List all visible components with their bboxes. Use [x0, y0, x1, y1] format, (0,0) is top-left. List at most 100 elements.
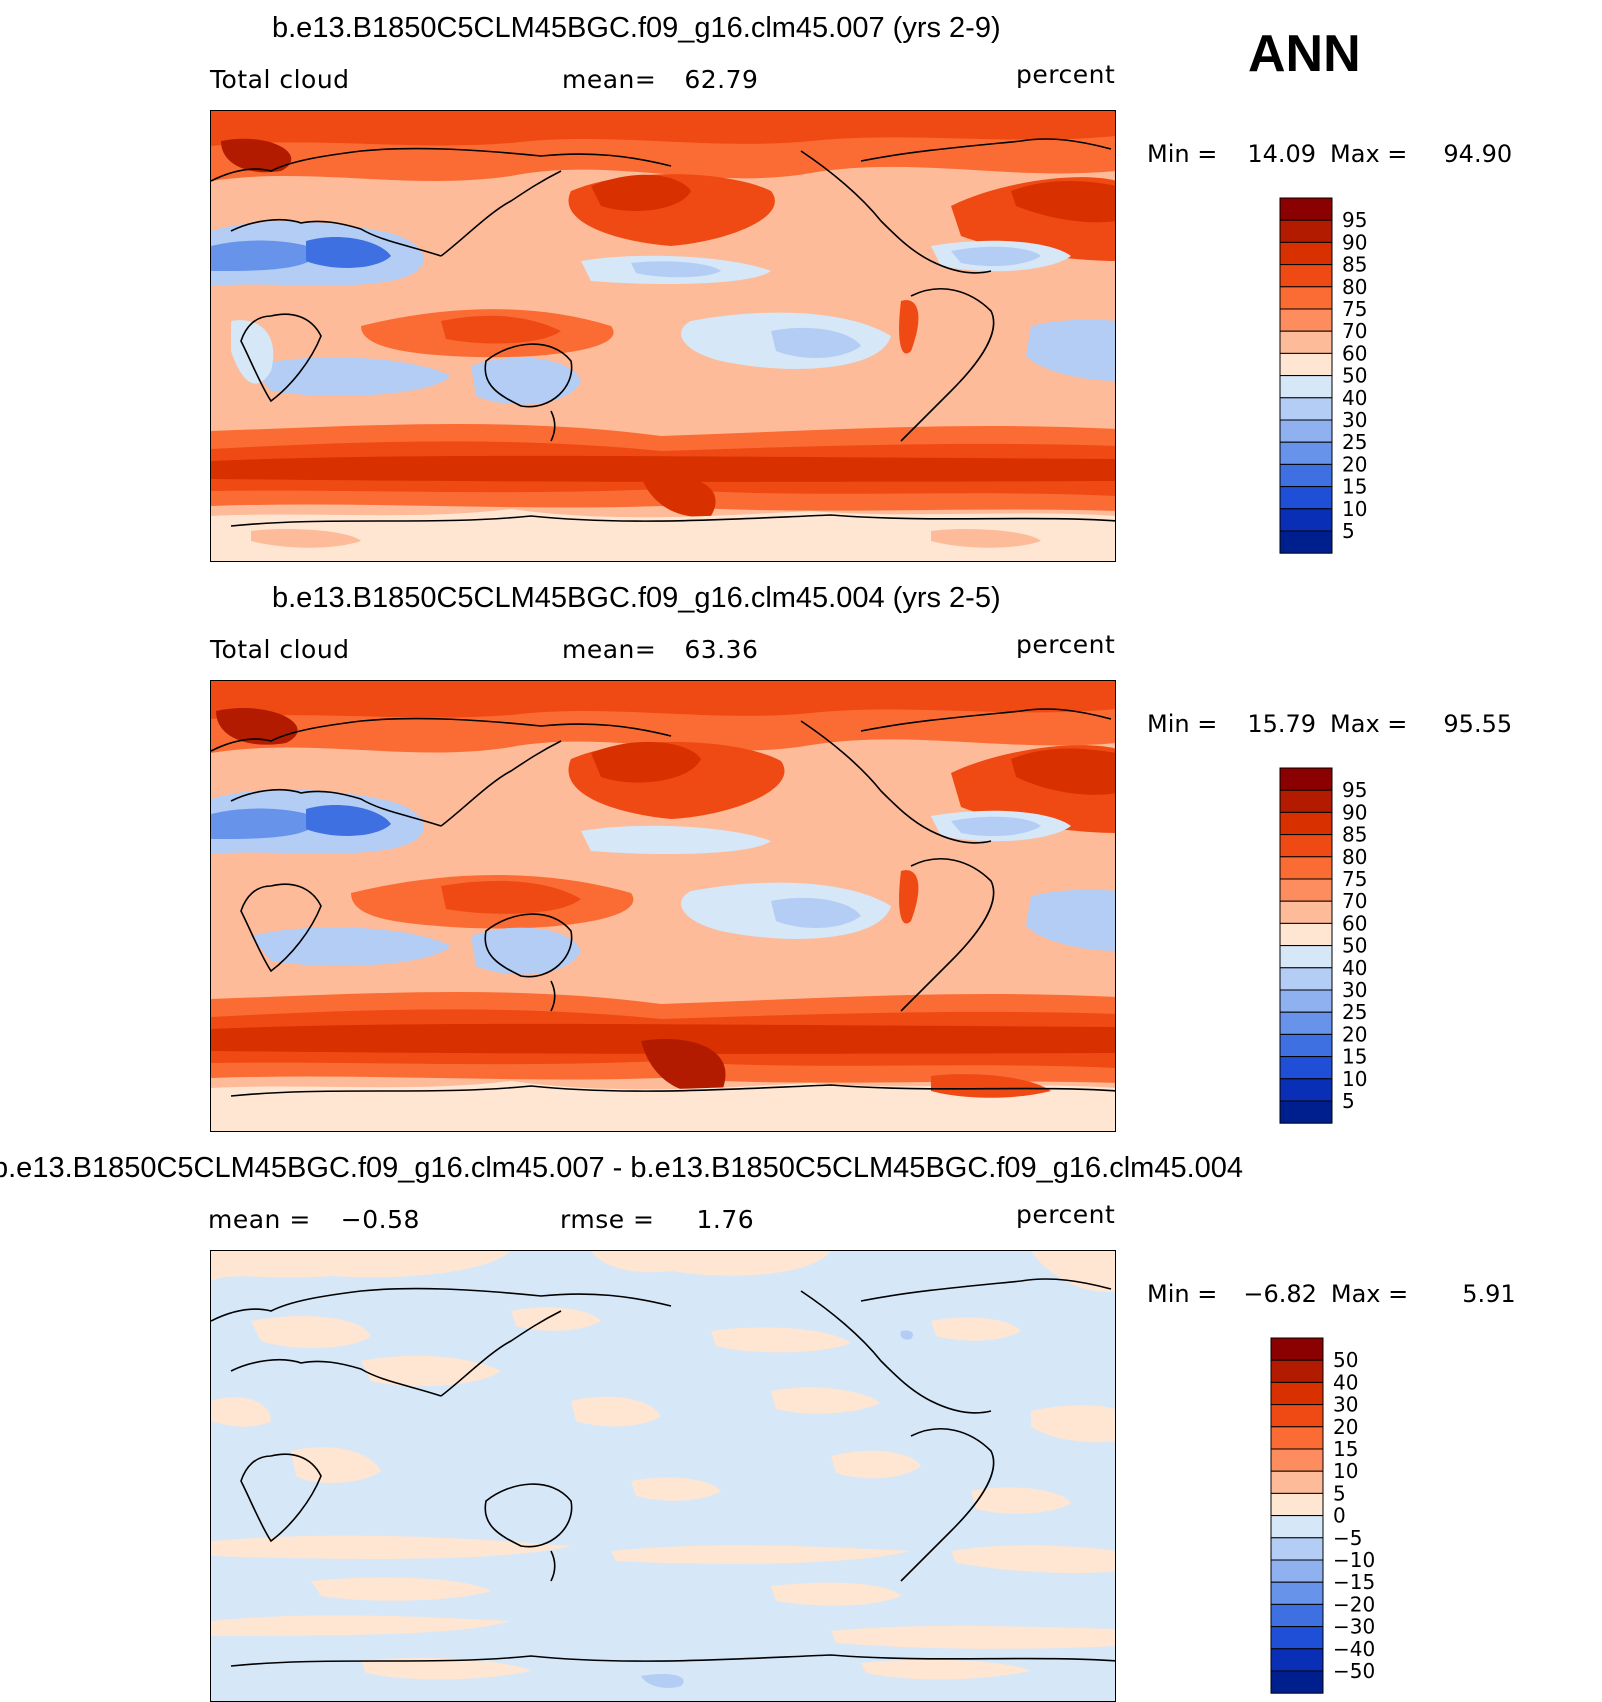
colorbar-swatch — [1279, 967, 1333, 991]
colorbar-swatch — [1270, 1626, 1324, 1650]
panel-1-min-value: 14.09 — [1247, 140, 1317, 168]
panel-2-minmax: Min = 15.79 Max = 95.55 — [1147, 710, 1513, 738]
colorbar-label: 40 — [1342, 956, 1367, 980]
colorbar-label: −15 — [1333, 1570, 1375, 1594]
panel-1-mean-value: 62.79 — [684, 65, 759, 94]
panel-3-map — [210, 1250, 1116, 1702]
colorbar-swatch — [1279, 900, 1333, 924]
colorbar-label: −30 — [1333, 1615, 1375, 1639]
colorbar-label: 15 — [1333, 1437, 1358, 1461]
season-label: ANN — [1248, 25, 1361, 83]
colorbar-label: 60 — [1342, 341, 1367, 365]
colorbar-label: 70 — [1342, 889, 1367, 913]
colorbar-swatch — [1279, 419, 1333, 443]
colorbar-swatch — [1279, 197, 1333, 221]
colorbar-swatch — [1270, 1559, 1324, 1583]
colorbar-swatch — [1279, 330, 1333, 354]
colorbar-label: 15 — [1342, 1045, 1367, 1069]
panel-3-colorbar: 50 40 30 20 15 10 5 0 −5 −10 −15 −20 −30 −40 −50 — [1270, 1337, 1421, 1695]
colorbar-label: 50 — [1342, 934, 1367, 958]
panel-1-max-value: 94.90 — [1443, 140, 1513, 168]
colorbar-label: −50 — [1333, 1659, 1375, 1683]
colorbar-swatch — [1270, 1404, 1324, 1428]
colorbar-label: 95 — [1342, 778, 1367, 802]
colorbar-swatch — [1270, 1359, 1324, 1383]
colorbar-swatch — [1270, 1581, 1324, 1605]
colorbar-swatch — [1270, 1515, 1324, 1539]
colorbar-label: 20 — [1333, 1415, 1358, 1439]
panel-3-mean-label: mean = −0.58 — [208, 1205, 420, 1234]
colorbar-label: 75 — [1342, 867, 1367, 891]
colorbar-label: 80 — [1342, 845, 1367, 869]
colorbar-label: 50 — [1333, 1348, 1358, 1372]
colorbar-swatch — [1279, 219, 1333, 243]
colorbar-swatch — [1279, 241, 1333, 266]
panel-2-colorbar: 95 90 85 80 75 70 60 50 40 30 25 20 15 10 5 — [1279, 767, 1420, 1125]
colorbar-label: 25 — [1342, 430, 1367, 454]
colorbar-label: 75 — [1342, 297, 1367, 321]
colorbar-swatch — [1270, 1537, 1324, 1561]
colorbar-label: −5 — [1333, 1526, 1362, 1550]
colorbar-swatch — [1279, 989, 1333, 1013]
panel-3-title: b.e13.B1850C5CLM45BGC.f09_g16.clm45.007 … — [0, 1152, 1244, 1184]
panel-3-minmax: Min = −6.82 Max = 5.91 — [1147, 1280, 1516, 1308]
panel-3-rmse-value: 1.76 — [696, 1205, 755, 1234]
colorbar-swatch — [1279, 486, 1333, 510]
colorbar-label: 80 — [1342, 275, 1367, 299]
colorbar-swatch — [1279, 856, 1333, 880]
colorbar-label: −20 — [1333, 1592, 1375, 1616]
colorbar-swatch — [1279, 878, 1333, 902]
colorbar-label: 0 — [1333, 1504, 1346, 1528]
colorbar-label: 25 — [1342, 1000, 1367, 1024]
colorbar-swatch — [1279, 264, 1333, 288]
colorbar-swatch — [1279, 375, 1333, 399]
colorbar-swatch — [1279, 308, 1333, 332]
colorbar-label: −10 — [1333, 1548, 1375, 1572]
panel-3-mean-value: −0.58 — [340, 1205, 420, 1234]
panel-1-variable-label: Total cloud — [210, 65, 350, 94]
colorbar-label: 5 — [1342, 519, 1355, 543]
colorbar-swatch — [1279, 945, 1333, 969]
panel-1-map — [210, 110, 1116, 562]
colorbar-swatch — [1279, 1100, 1333, 1124]
panel-2-map — [210, 680, 1116, 1132]
colorbar-swatch — [1279, 1011, 1333, 1035]
colorbar-label: 90 — [1342, 230, 1367, 254]
colorbar-swatch — [1270, 1337, 1324, 1361]
colorbar-swatch — [1270, 1670, 1324, 1694]
colorbar-label: 15 — [1342, 475, 1367, 499]
panel-2-units: percent — [1016, 630, 1116, 659]
panel-2-mean-value: 63.36 — [684, 635, 759, 664]
colorbar-label: 85 — [1342, 823, 1367, 847]
panel-2-variable-label: Total cloud — [210, 635, 350, 664]
colorbar-label: 20 — [1342, 1022, 1367, 1046]
colorbar-swatch — [1279, 922, 1333, 947]
colorbar-swatch — [1279, 767, 1333, 791]
colorbar-swatch — [1279, 463, 1333, 488]
colorbar-label: 10 — [1342, 497, 1367, 521]
panel-3-rmse-label: rmse = 1.76 — [560, 1205, 755, 1234]
colorbar-label: 95 — [1342, 208, 1367, 232]
colorbar-swatch — [1279, 1078, 1333, 1102]
colorbar-label: 10 — [1333, 1459, 1358, 1483]
colorbar-label: 30 — [1342, 408, 1367, 432]
colorbar-swatch — [1270, 1603, 1324, 1628]
panel-2-mean-label: mean= 63.36 — [562, 635, 759, 664]
colorbar-label: 85 — [1342, 253, 1367, 277]
colorbar-swatch — [1270, 1648, 1324, 1672]
panel-2-max-value: 95.55 — [1443, 710, 1513, 738]
colorbar-swatch — [1279, 508, 1333, 532]
colorbar-swatch — [1270, 1426, 1324, 1450]
colorbar-swatch — [1279, 1056, 1333, 1080]
colorbar-label: 70 — [1342, 319, 1367, 343]
colorbar-label: 10 — [1342, 1067, 1367, 1091]
panel-3-min-value: −6.82 — [1243, 1280, 1317, 1308]
colorbar-swatch — [1279, 834, 1333, 858]
colorbar-label: 5 — [1333, 1481, 1346, 1505]
colorbar-label: 20 — [1342, 452, 1367, 476]
colorbar-swatch — [1270, 1448, 1324, 1472]
panel-2-min-value: 15.79 — [1247, 710, 1317, 738]
colorbar-swatch — [1270, 1492, 1324, 1517]
